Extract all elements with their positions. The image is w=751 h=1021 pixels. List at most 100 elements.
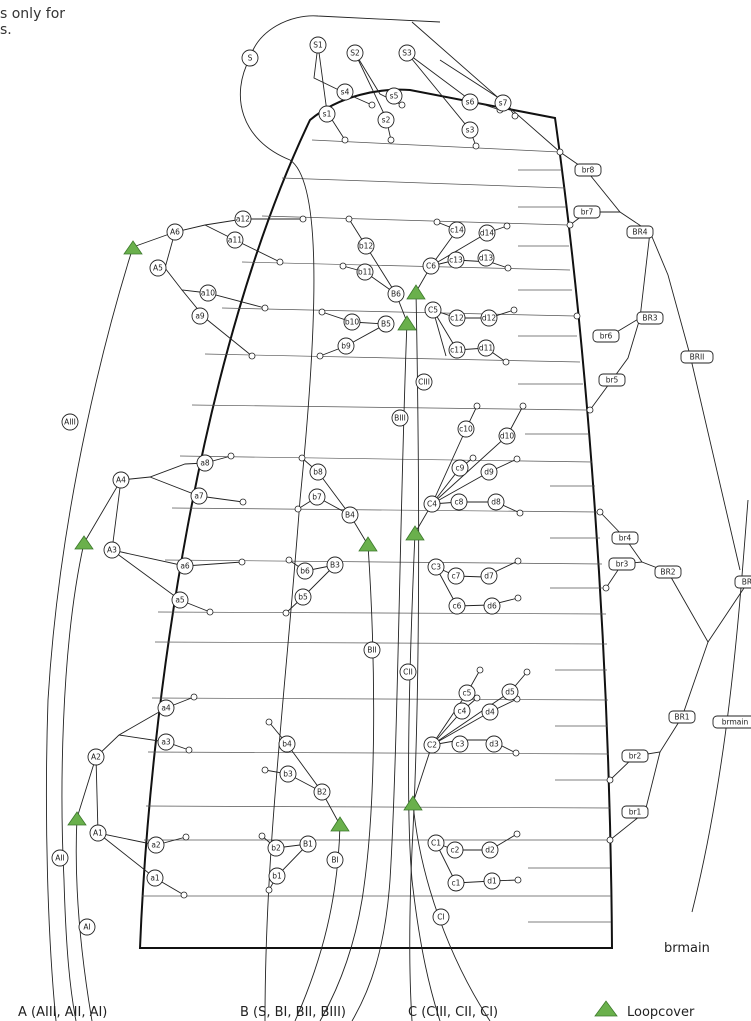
endpoint-dot (265, 718, 273, 726)
svg-text:s5: s5 (390, 92, 399, 101)
node-b3: b3 (279, 765, 297, 783)
endpoint-dot (556, 148, 564, 156)
svg-text:d7: d7 (484, 572, 494, 581)
svg-text:A5: A5 (153, 264, 163, 273)
endpoint-dot (261, 766, 269, 774)
node-s4: s4 (336, 83, 354, 101)
node-a3: a3 (157, 733, 175, 751)
loopcover-markers (67, 240, 426, 832)
node-d11: d11 (477, 339, 495, 357)
svg-text:B3: B3 (330, 561, 340, 570)
svg-text:B1: B1 (303, 840, 313, 849)
svg-text:d5: d5 (505, 688, 515, 697)
svg-text:b12: b12 (359, 242, 374, 251)
node-a7: a7 (190, 487, 208, 505)
node-bi: BI (326, 851, 344, 869)
svg-text:br2: br2 (629, 752, 642, 761)
strand-biii (351, 321, 408, 1021)
svg-text:b4: b4 (282, 740, 292, 749)
node-biii: BIII (391, 409, 409, 427)
endpoint-dot (185, 746, 193, 754)
node-c5: C5 (424, 301, 442, 319)
node-bii: BII (363, 641, 381, 659)
endpoint-dot (345, 215, 353, 223)
node-s7: s7 (494, 94, 512, 112)
svg-text:a11: a11 (228, 236, 242, 245)
node-ci: CI (432, 908, 450, 926)
legend-b: B (S, BI, BII, BIII) (240, 1005, 346, 1020)
node-b11: b11 (356, 263, 374, 281)
svg-text:b7: b7 (312, 493, 322, 502)
svg-text:d10: d10 (500, 432, 515, 441)
node-a4: a4 (157, 699, 175, 717)
endpoint-dot (316, 352, 324, 360)
svg-text:d2: d2 (485, 846, 495, 855)
svg-text:c6: c6 (453, 602, 462, 611)
svg-text:br1: br1 (629, 808, 642, 817)
node-b1: b1 (268, 867, 286, 885)
svg-text:AI: AI (83, 923, 90, 932)
node-d1: d1 (483, 872, 501, 890)
node-s1: S1 (309, 36, 327, 54)
svg-text:A1: A1 (93, 829, 103, 838)
endpoint-dot (341, 136, 349, 144)
endpoint-dot (516, 509, 524, 517)
pill-br2: BR2 (654, 565, 682, 579)
svg-text:s4: s4 (341, 88, 350, 97)
endpoint-dot (513, 830, 521, 838)
svg-text:a2: a2 (151, 841, 161, 850)
node-a2: A2 (87, 748, 105, 766)
svg-text:a6: a6 (180, 562, 190, 571)
svg-text:a1: a1 (150, 874, 160, 883)
endpoint-dot (265, 886, 273, 894)
endpoint-dot (602, 584, 610, 592)
node-c2: c2 (446, 841, 464, 859)
endpoint-dot (261, 304, 269, 312)
endpoint-dot (566, 221, 574, 229)
svg-text:BR4: BR4 (632, 228, 647, 237)
svg-text:d6: d6 (487, 602, 497, 611)
svg-text:br8: br8 (582, 166, 595, 175)
node-b3: B3 (326, 556, 344, 574)
svg-text:br7: br7 (581, 208, 594, 217)
node-c3: c3 (451, 735, 469, 753)
svg-text:BR3: BR3 (642, 314, 657, 323)
node-c12: c12 (448, 309, 466, 327)
svg-text:c10: c10 (459, 425, 473, 434)
svg-text:c11: c11 (450, 346, 464, 355)
node-c14: c14 (448, 221, 466, 239)
endpoint-dot (510, 306, 518, 314)
endpoint-dot (513, 455, 521, 463)
svg-text:AII: AII (55, 854, 65, 863)
svg-text:d4: d4 (485, 708, 495, 717)
svg-text:a10: a10 (201, 289, 215, 298)
strand-bii (319, 544, 375, 1021)
endpoint-dot (473, 402, 481, 410)
svg-text:b6: b6 (300, 567, 310, 576)
node-c11: c11 (448, 341, 466, 359)
node-a1: A1 (89, 824, 107, 842)
svg-text:c14: c14 (450, 226, 464, 235)
endpoint-dot (299, 215, 307, 223)
node-c9: c9 (451, 459, 469, 477)
node-b1: B1 (299, 835, 317, 853)
endpoint-dot (387, 136, 395, 144)
svg-text:C1: C1 (431, 839, 441, 848)
node-a8: a8 (196, 454, 214, 472)
svg-text:c9: c9 (456, 464, 465, 473)
legend-loopcover: Loopcover (627, 1005, 695, 1020)
pill-brmain: brmain (712, 715, 751, 729)
svg-text:A6: A6 (170, 228, 180, 237)
node-b5: b5 (294, 588, 312, 606)
endpoint-dot (511, 112, 519, 120)
br-pills: br8 br7 BR4 BR3 br6 br5 BRII br4 br3 BR2 BRI BR1 br2… (573, 163, 751, 819)
endpoint-dot (294, 505, 302, 513)
node-s2: s2 (377, 111, 395, 129)
pill-br4: br4 (611, 531, 639, 545)
node-b2: b2 (267, 839, 285, 857)
endpoint-dot (339, 262, 347, 270)
node-aiii: AIII (61, 413, 79, 431)
svg-text:b9: b9 (341, 342, 351, 351)
svg-text:s6: s6 (466, 98, 475, 107)
